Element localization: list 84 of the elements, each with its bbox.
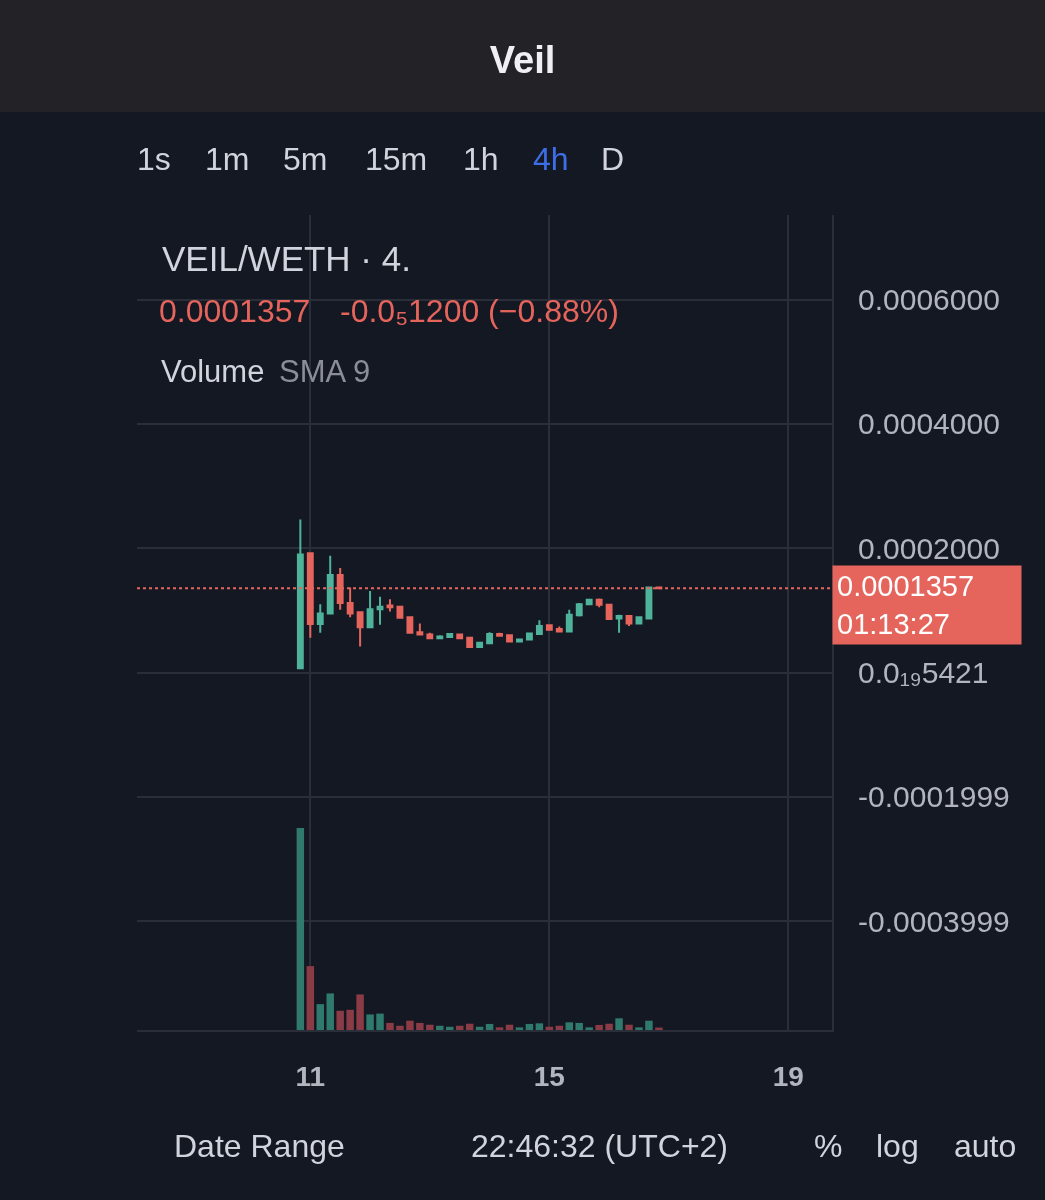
bar [565,1022,573,1030]
bar [645,1020,653,1030]
bar [416,1022,424,1030]
text: 5m [283,141,328,177]
chart-title: Volume [161,354,265,389]
bar [535,1023,544,1030]
candlestick [416,622,424,637]
bar [376,1013,384,1030]
bar [356,994,364,1030]
bar [346,1009,354,1030]
annotation: -0.0₅1200 (−0.88%) [340,293,619,329]
text: VEIL/WETH · 4. [162,239,411,278]
bar [296,827,305,1030]
bar [485,1023,494,1030]
y-tick-label: 0.0₁₉5421 [858,656,989,690]
candlestick [316,603,324,634]
candlestick [296,518,304,670]
candlestick [585,598,593,606]
bar [366,1014,374,1030]
text: 1m [205,141,250,177]
text: log [876,1128,919,1164]
text: 1s [137,141,171,177]
candlestick [466,636,474,649]
candlestick [436,634,444,640]
y-tick-label: -0.0003999 [858,904,1010,938]
candlestick [555,625,563,633]
candlestick [525,631,533,641]
bar [615,1018,623,1030]
text: 4h [533,141,569,177]
bar [326,993,334,1030]
y-tick-label: 0.0006000 [858,283,1000,317]
text: auto [954,1128,1017,1164]
bar [605,1023,613,1030]
bar [525,1023,534,1030]
x-tick-label: 19 [772,1060,804,1092]
candlestick [575,601,583,618]
candlestick [496,631,503,638]
text: 15m [365,141,428,177]
y-tick-label: -0.0001999 [858,780,1010,814]
bar [396,1025,404,1030]
bar [635,1027,643,1030]
candlestick [506,633,513,644]
candlestick [406,616,414,635]
bar [575,1022,583,1030]
bar [426,1024,434,1030]
y-tick-label: 0.0002000 [858,531,1000,565]
text: % [814,1128,843,1164]
bar [495,1027,504,1030]
bar [316,1004,324,1030]
candlestick [545,623,553,631]
candlestick [366,590,374,629]
candlestick [486,631,494,645]
candlestick [326,554,334,616]
candlestick [356,611,364,648]
candlestick [565,608,573,633]
text: Date Range [174,1128,345,1164]
candlestick [476,641,484,649]
bar [406,1020,414,1030]
bar [436,1025,444,1030]
bar [515,1027,524,1030]
text: 1h [463,141,499,177]
bar [625,1024,633,1030]
candlestick [386,598,394,613]
text: D [601,141,625,177]
text: 22:46:32 (UTC+2) [471,1128,729,1164]
bar [386,1022,394,1030]
y-tick-label: 0.0004000 [858,407,1000,441]
candlestick [615,613,623,634]
chart-title: Veil [489,39,556,82]
bar [306,966,315,1030]
x-tick-label: 11 [295,1060,326,1092]
x-tick-label: 15 [533,1060,565,1092]
candlestick [535,619,543,635]
candlestick [446,632,454,639]
chart-subtitle: SMA 9 [279,354,371,389]
bar [585,1027,593,1030]
candlestick [376,595,384,626]
ref-line-label: 0.0001357 01:13:27 [837,570,975,640]
bar [505,1024,514,1030]
candlestick [605,603,613,621]
bar [336,1010,344,1030]
annotation: 0.0001357 [159,293,311,329]
bar [595,1024,603,1030]
candlestick [595,597,603,609]
